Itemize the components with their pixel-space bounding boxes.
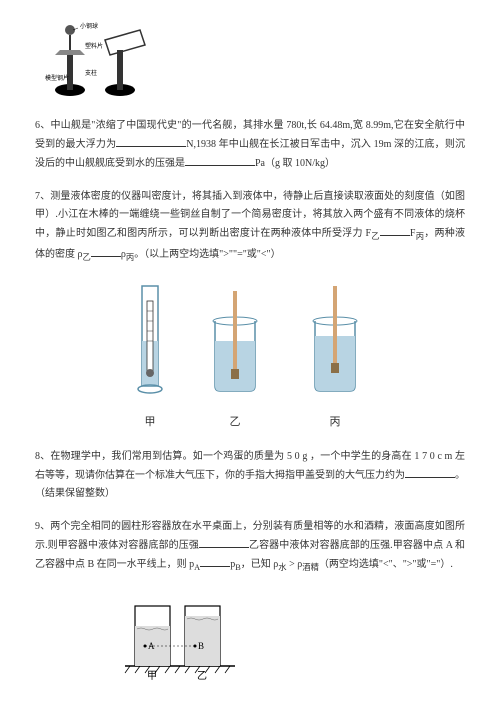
svg-text:塑料片: 塑料片 [85, 42, 103, 50]
question-7: 7、测量液体密度的仪器叫密度计，将其插入到液体中，待静止后直接读取液面处的刻度值… [35, 188, 465, 266]
q6-text3: Pa（g 取 10N/kg） [255, 158, 335, 169]
svg-text:小钢球: 小钢球 [80, 22, 98, 30]
question-6: 6、中山舰是"浓缩了中国现代史"的一代名舰，其排水量 780t,长 64.48m… [35, 117, 465, 173]
q7-number: 7、 [35, 191, 50, 202]
q9-text4: ，已知 ρ [241, 559, 279, 570]
q9-blank2 [200, 555, 230, 567]
q7-sub4: 丙 [126, 253, 134, 262]
q9-blank1 [199, 536, 249, 548]
q8-text1: 在物理学中，我们常用到估算。如一个鸡蛋的质量为 5 0 g ，一个中学生的身高在… [35, 451, 465, 481]
q6-number: 6、 [35, 120, 50, 131]
svg-text:B: B [198, 641, 204, 651]
q9-figure: A B 甲 乙 [115, 591, 465, 688]
q7-sub2: 丙 [415, 232, 424, 241]
q7-blank1 [380, 224, 410, 236]
q7-blank2 [91, 245, 121, 257]
q9-text6: （两空均选填"<"、">"或"="）. [319, 559, 453, 570]
q7-sub1: 乙 [371, 232, 380, 241]
label-bing: 丙 [300, 413, 370, 433]
q8-blank1 [405, 466, 455, 478]
top-figure: 小钢球 塑料片 模型钢片 支柱 [45, 20, 465, 107]
label-yi: 乙 [200, 413, 270, 433]
question-9: 9、两个完全相同的圆柱形容器放在水平桌面上，分别装有质量相等的水和酒精，液面高度… [35, 518, 465, 576]
q8-number: 8、 [35, 451, 50, 462]
q7-figures: 甲 乙 丙 [35, 281, 465, 433]
q9-text5: > ρ [287, 559, 303, 570]
label-jia: 甲 [130, 413, 170, 433]
q7-text5: 。（以上两空均选填">""="或"<"） [134, 249, 280, 260]
q6-blank1 [116, 135, 186, 147]
svg-text:模型钢片: 模型钢片 [45, 74, 69, 82]
q9-number: 9、 [35, 521, 50, 532]
question-8: 8、在物理学中，我们常用到估算。如一个鸡蛋的质量为 5 0 g ，一个中学生的身… [35, 448, 465, 503]
q7-sub3: 乙 [83, 253, 91, 262]
svg-text:支柱: 支柱 [85, 69, 97, 77]
figure-jia: 甲 [130, 281, 170, 433]
q9-sub4: 酒精 [302, 563, 319, 572]
figure-bing: 丙 [300, 281, 370, 433]
svg-text:甲: 甲 [147, 671, 157, 681]
svg-text:乙: 乙 [197, 670, 207, 681]
figure-yi: 乙 [200, 281, 270, 433]
q9-sub3: 水 [278, 563, 286, 572]
q6-blank2 [185, 154, 255, 166]
